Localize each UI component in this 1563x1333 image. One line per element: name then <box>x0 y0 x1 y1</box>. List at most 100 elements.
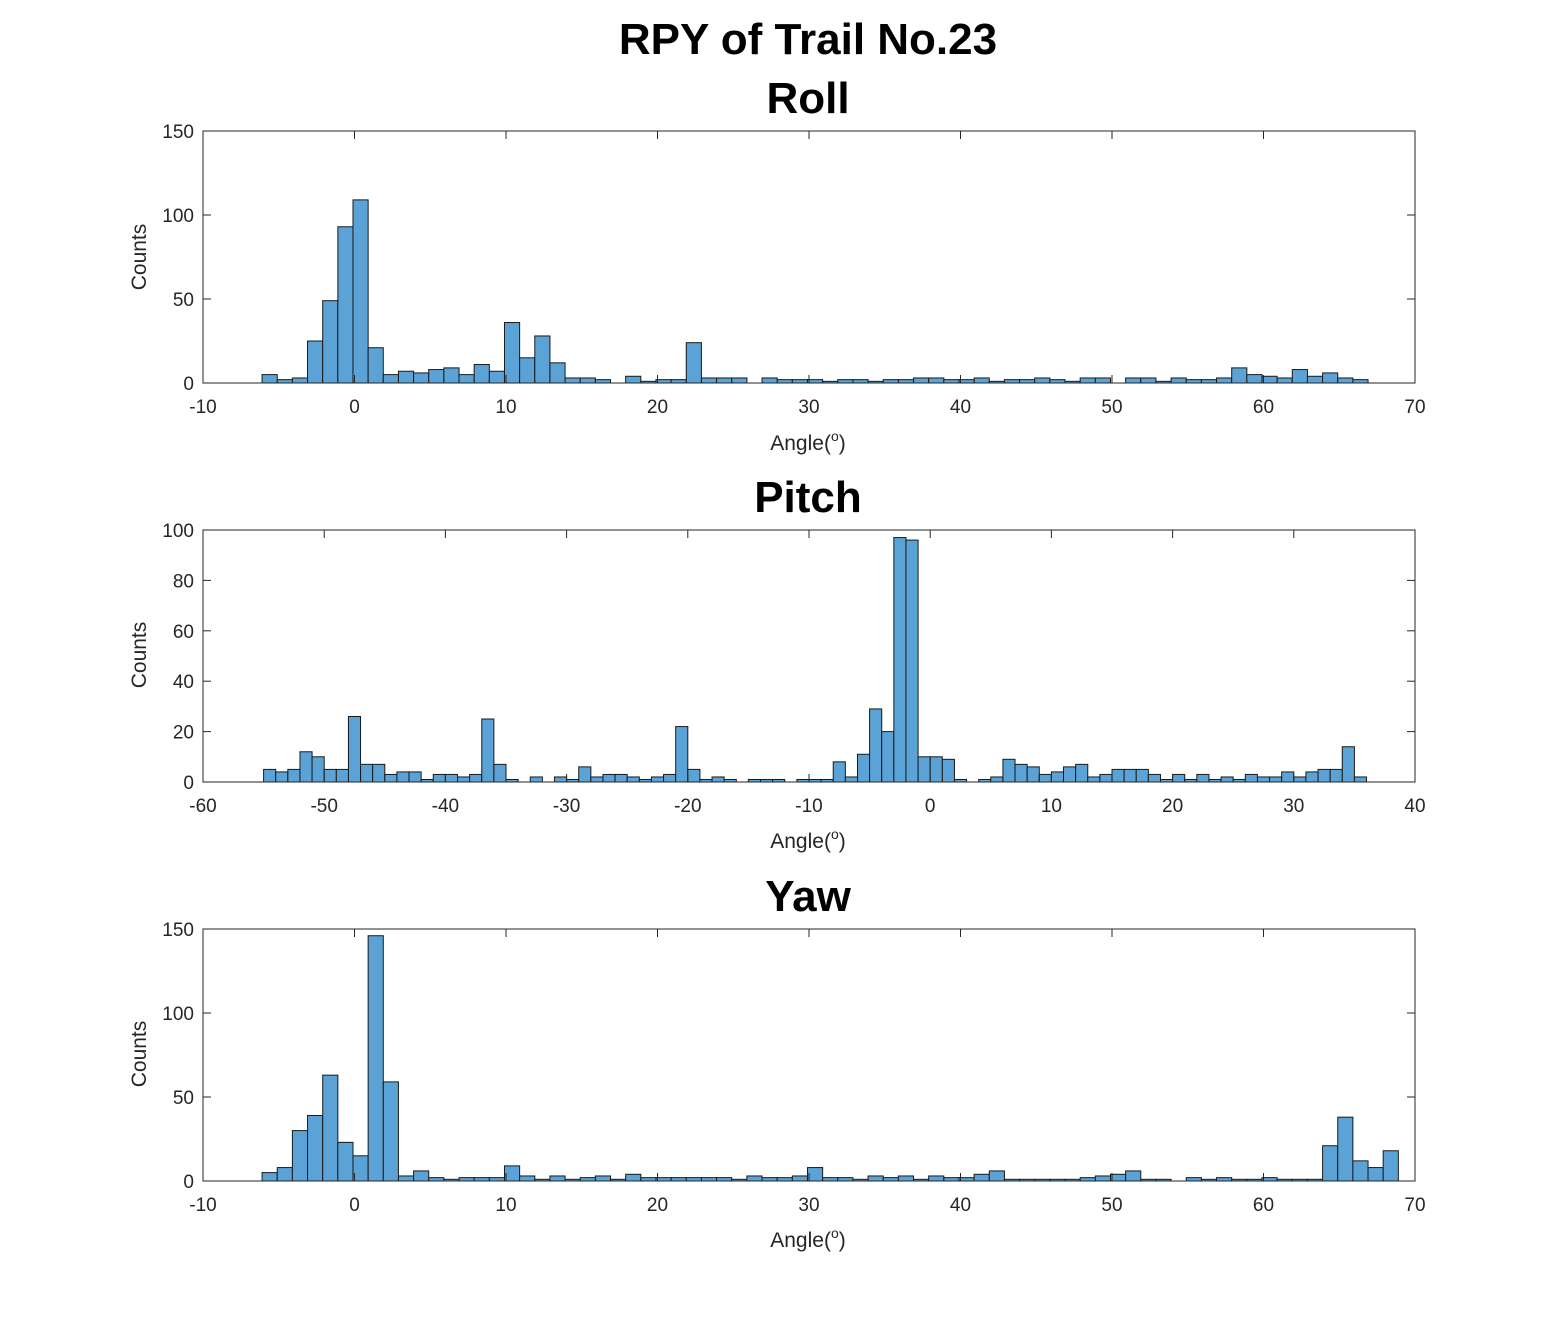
roll-bar <box>1125 377 1142 384</box>
roll-bar <box>973 377 990 384</box>
pitch-bar <box>553 776 568 783</box>
yaw-bar <box>625 1173 642 1182</box>
roll-bar <box>352 199 369 384</box>
yaw-xtick-label: 40 <box>950 1195 971 1216</box>
roll-ytick-label: 100 <box>162 206 194 227</box>
pitch-xtick-label: 30 <box>1283 796 1304 817</box>
pitch-bar <box>311 756 325 783</box>
yaw-bar <box>655 1177 672 1182</box>
yaw-bar <box>488 1177 505 1182</box>
roll-bar <box>428 369 445 384</box>
yaw-bars <box>261 935 1399 1182</box>
pitch-bar <box>287 768 301 783</box>
pitch-ytick-label: 20 <box>173 723 194 744</box>
yaw-bar <box>640 1177 657 1182</box>
roll-bar <box>1049 379 1066 384</box>
pitch-xtick-label: -50 <box>310 796 337 817</box>
pitch-ytick-label: 100 <box>162 521 194 542</box>
pitch-bar <box>675 726 689 783</box>
yaw-bar <box>473 1177 490 1182</box>
pitch-bar <box>1087 776 1101 783</box>
pitch-bar <box>335 768 349 783</box>
roll-bar <box>882 379 899 384</box>
pitch-bar <box>493 763 507 783</box>
roll-bar <box>1276 377 1293 384</box>
pitch-xtick-label: 40 <box>1404 796 1425 817</box>
pitch-ytick-label: 80 <box>173 571 194 592</box>
pitch-ytick-label: 40 <box>173 672 194 693</box>
pitch-bar <box>299 751 313 783</box>
yaw-bar <box>700 1177 718 1182</box>
yaw-bar <box>307 1114 324 1182</box>
roll-bar <box>307 340 324 384</box>
roll-bar <box>1352 379 1369 384</box>
pitch-plot-frame <box>202 529 1416 783</box>
roll-xtick-label: 70 <box>1404 397 1425 418</box>
roll-bar <box>1216 377 1233 384</box>
pitch-bar <box>1099 773 1113 783</box>
pitch-bar <box>687 768 701 783</box>
pitch-bar <box>869 708 883 783</box>
pitch-title: Pitch <box>754 473 862 522</box>
roll-ytick-label: 50 <box>173 290 194 311</box>
yaw-bar <box>413 1170 430 1182</box>
roll-xtick-label: 0 <box>349 397 360 418</box>
pitch-bar <box>263 768 277 783</box>
yaw-xlabel: Angle(o) <box>770 1225 846 1252</box>
pitch-bar <box>990 776 1004 783</box>
roll-xtick-label: 40 <box>950 397 971 418</box>
roll-bar <box>503 322 521 384</box>
roll-bar <box>549 362 566 384</box>
pitch-bar <box>1196 773 1210 783</box>
pitch-bar <box>1172 773 1186 783</box>
yaw-bar <box>791 1175 808 1182</box>
yaw-bar <box>397 1175 415 1182</box>
roll-bar <box>1231 367 1248 384</box>
pitch-bar <box>917 756 931 783</box>
yaw-bar <box>428 1177 445 1182</box>
pitch-bar <box>856 753 871 783</box>
roll-bar <box>958 379 975 384</box>
yaw-bar <box>276 1167 293 1182</box>
yaw-bar <box>685 1177 702 1182</box>
yaw-xtick-label: 30 <box>798 1195 819 1216</box>
pitch-bar <box>1111 768 1125 783</box>
yaw-bar <box>1261 1177 1278 1182</box>
pitch-bar <box>893 537 907 783</box>
yaw-ytick-label: 150 <box>162 920 194 941</box>
yaw-bar <box>897 1175 915 1182</box>
pitch-bar <box>408 771 422 783</box>
pitch-bar <box>1329 768 1343 783</box>
yaw-bar <box>1367 1167 1384 1182</box>
pitch-bar <box>1026 766 1040 783</box>
yaw-ytick-label: 50 <box>173 1088 194 1109</box>
roll-xtick-label: 60 <box>1253 397 1274 418</box>
pitch-xtick-label: 0 <box>925 796 936 817</box>
roll-bar <box>488 370 505 384</box>
roll-bar <box>1306 375 1324 384</box>
yaw-bar <box>670 1177 687 1182</box>
pitch-bar <box>529 776 543 783</box>
yaw-bar <box>1185 1177 1202 1182</box>
yaw-ytick-label: 0 <box>183 1172 194 1193</box>
yaw-bar <box>1216 1177 1233 1182</box>
roll-bar <box>458 374 475 384</box>
pitch-bar <box>323 768 337 783</box>
yaw-title: Yaw <box>765 872 851 921</box>
roll-bar <box>564 377 581 384</box>
yaw-bar <box>973 1173 990 1182</box>
pitch-bar <box>444 773 459 783</box>
pitch-bar <box>432 773 446 783</box>
pitch-bar <box>1147 773 1161 783</box>
roll-bar <box>1246 374 1263 384</box>
roll-ytick-label: 0 <box>183 374 194 395</box>
roll-bar <box>731 377 748 384</box>
yaw-xtick-label: 10 <box>495 1195 516 1216</box>
pitch-bar <box>1293 776 1307 783</box>
roll-bars <box>261 199 1369 384</box>
roll-bar <box>1261 375 1278 384</box>
roll-bar <box>443 367 460 384</box>
roll-bar <box>655 379 672 384</box>
yaw-bar <box>367 935 384 1182</box>
pitch-bar <box>626 776 640 783</box>
